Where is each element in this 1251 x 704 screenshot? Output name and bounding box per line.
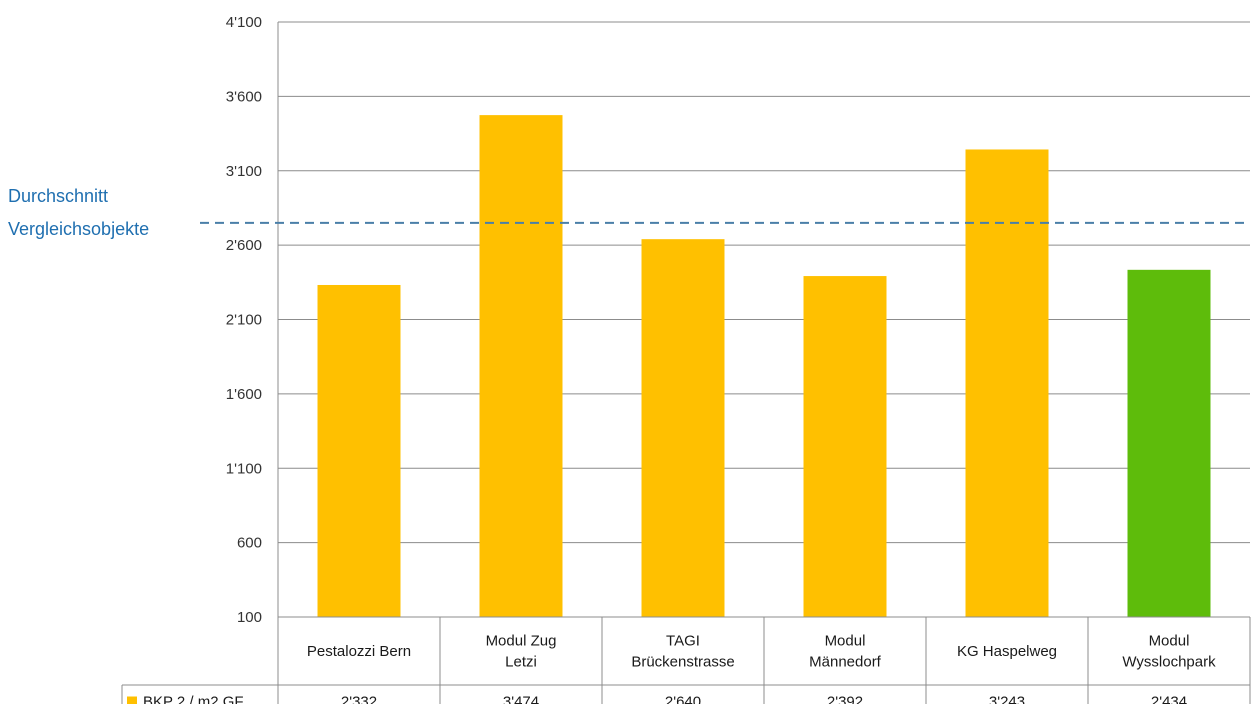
y-tick-label: 3'600 (226, 88, 262, 105)
bar (641, 239, 725, 618)
data-label: 3'474 (503, 694, 539, 704)
reference-line-group: Durchschnitt Vergleichsobjekte (8, 186, 1250, 239)
data-label: 3'243 (989, 694, 1025, 704)
x-tick-label: Wysslochpark (1122, 654, 1216, 671)
y-tick-label: 2'100 (226, 312, 262, 329)
x-tick-label: Modul (1149, 633, 1190, 650)
x-tick-label: Letzi (505, 654, 537, 671)
x-tick-label: TAGI (666, 633, 700, 650)
data-label: 2'640 (665, 694, 701, 704)
x-tick-label: Modul Zug (486, 633, 557, 650)
y-axis-ticks: 100 600 1'100 1'600 2'100 2'600 3'100 3'600 4'10… (226, 14, 262, 626)
data-label: 2'434 (1151, 694, 1187, 704)
bars (317, 115, 1211, 618)
x-tick-label: Männedorf (809, 654, 882, 671)
x-tick-label: Pestalozzi Bern (307, 643, 411, 660)
y-tick-label: 1'600 (226, 386, 262, 403)
gridlines (277, 21, 1250, 618)
y-tick-label: 1'100 (226, 460, 262, 477)
x-tick-label: Modul (825, 633, 866, 650)
y-tick-label: 3'100 (226, 163, 262, 180)
y-tick-label: 4'100 (226, 14, 262, 31)
bar (479, 115, 563, 618)
data-label: 2'392 (827, 694, 863, 704)
data-table: Pestalozzi Bern Modul Zug Letzi TAGI Brücken… (121, 616, 1251, 704)
y-tick-label: 2'600 (226, 237, 262, 254)
reference-line-label: Durchschnitt (8, 186, 108, 206)
reference-line-label: Vergleichsobjekte (8, 219, 149, 239)
bar (1127, 269, 1211, 617)
legend-swatch (127, 696, 137, 704)
legend-label: BKP 2 / m2 GF (143, 694, 244, 704)
bar (965, 149, 1049, 617)
bar (317, 284, 401, 617)
y-tick-label: 100 (237, 609, 262, 626)
data-label: 2'332 (341, 694, 377, 704)
bar (803, 276, 887, 617)
x-tick-label: KG Haspelweg (957, 643, 1057, 660)
y-tick-label: 600 (237, 535, 262, 552)
x-tick-label: Brückenstrasse (631, 654, 734, 671)
